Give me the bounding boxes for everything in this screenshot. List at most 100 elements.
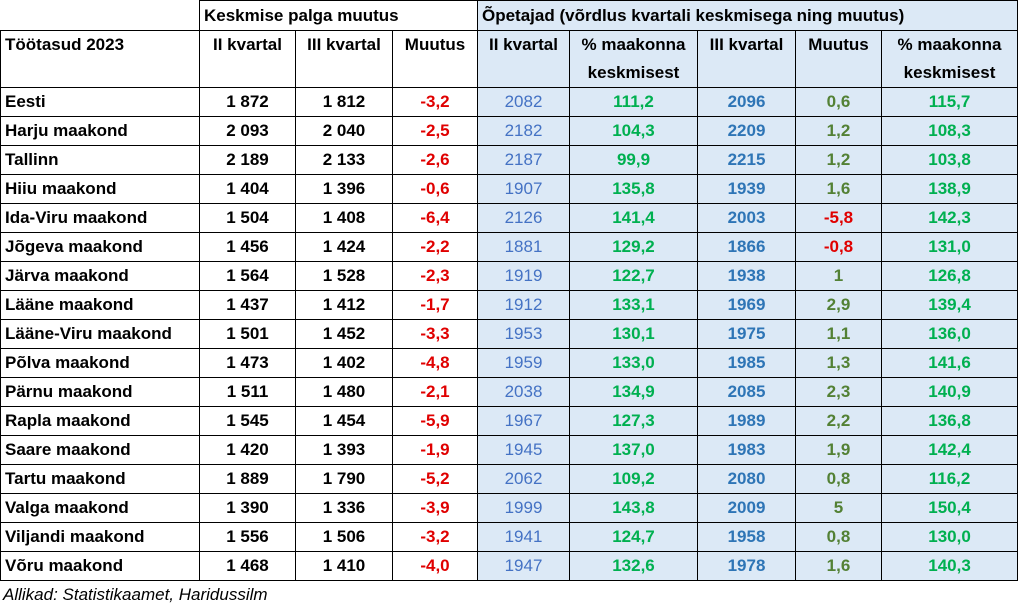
salary-q2-cell: 1 437 <box>199 290 296 320</box>
teacher-pct-q3-cell: 115,7 <box>880 87 1019 117</box>
salary-q2-cell: 2 189 <box>199 145 296 175</box>
teacher-q3-cell: 2080 <box>697 464 796 494</box>
salary-change-cell: -2,2 <box>392 232 478 262</box>
salary-change-cell: -2,6 <box>392 145 478 175</box>
salary-q3-cell: 1 424 <box>295 232 393 262</box>
salary-change-cell: -3,3 <box>392 319 478 349</box>
table-row: Lääne-Viru maakond 1 501 1 452 -3,3 1953 130,… <box>0 319 1019 349</box>
salary-q2-cell: 1 473 <box>199 348 296 378</box>
teacher-change-cell: 2,3 <box>795 377 882 407</box>
table-row: Valga maakond 1 390 1 336 -3,9 1999 143,8 2009… <box>0 493 1019 523</box>
teacher-q2-cell: 1907 <box>477 174 570 204</box>
teacher-pct-q3-cell: 142,3 <box>880 203 1019 233</box>
teacher-change-cell: 1,6 <box>795 174 882 204</box>
salary-q2-cell: 1 511 <box>199 377 296 407</box>
salary-change-cell: -2,5 <box>392 116 478 146</box>
teacher-pct-q3-cell: 108,3 <box>880 116 1019 146</box>
teacher-change-cell: 0,6 <box>795 87 882 117</box>
column-header-teacher-pct3: % maakonna <box>880 30 1019 59</box>
teacher-pct-q3-cell: 136,0 <box>880 319 1019 349</box>
salary-change-cell: -6,4 <box>392 203 478 233</box>
teacher-change-cell: 2,9 <box>795 290 882 320</box>
salary-q2-cell: 1 390 <box>199 493 296 523</box>
salary-q2-cell: 1 504 <box>199 203 296 233</box>
table-row: Tallinn 2 189 2 133 -2,6 2187 99,9 2215 1,2 103,… <box>0 145 1019 175</box>
teacher-pct-q2-cell: 109,2 <box>569 464 698 494</box>
teacher-change-cell: 0,8 <box>795 464 882 494</box>
region-name-cell: Tartu maakond <box>0 464 200 494</box>
column-header-teacher-pct2-line2: keskmisest <box>569 59 698 88</box>
salary-q3-cell: 1 402 <box>295 348 393 378</box>
salary-q3-cell: 1 336 <box>295 493 393 523</box>
teacher-q2-cell: 1999 <box>477 493 570 523</box>
source-note: Allikad: Statistikaamet, Haridussilm <box>3 585 268 604</box>
table-row: Ida-Viru maakond 1 504 1 408 -6,4 2126 141,4 2… <box>0 203 1019 233</box>
teacher-pct-q3-cell: 142,4 <box>880 435 1019 465</box>
teacher-pct-q3-cell: 103,8 <box>880 145 1019 175</box>
salary-q3-cell: 1 812 <box>295 87 393 117</box>
salary-q3-cell: 1 396 <box>295 174 393 204</box>
region-name-cell: Võru maakond <box>0 551 200 581</box>
teacher-pct-q2-cell: 135,8 <box>569 174 698 204</box>
teacher-q3-cell: 2209 <box>697 116 796 146</box>
teacher-q3-cell: 1939 <box>697 174 796 204</box>
region-name-cell: Pärnu maakond <box>0 377 200 407</box>
table-row: Võru maakond 1 468 1 410 -4,0 1947 132,6 1978 1… <box>0 551 1019 581</box>
salary-q2-cell: 1 872 <box>199 87 296 117</box>
salary-change-cell: -3,9 <box>392 493 478 523</box>
teacher-q3-cell: 1978 <box>697 551 796 581</box>
teacher-pct-q3-cell: 140,3 <box>880 551 1019 581</box>
salary-change-cell: -4,0 <box>392 551 478 581</box>
salary-q2-cell: 2 093 <box>199 116 296 146</box>
teacher-q2-cell: 1919 <box>477 261 570 291</box>
salary-change-cell: -1,9 <box>392 435 478 465</box>
table-row: Rapla maakond 1 545 1 454 -5,9 1967 127,3 1989… <box>0 406 1019 436</box>
salary-change-cell: -4,8 <box>392 348 478 378</box>
teacher-pct-q3-cell: 116,2 <box>880 464 1019 494</box>
salary-q2-cell: 1 456 <box>199 232 296 262</box>
teacher-q2-cell: 2038 <box>477 377 570 407</box>
region-name-cell: Rapla maakond <box>0 406 200 436</box>
teacher-q3-cell: 1985 <box>697 348 796 378</box>
salary-q2-cell: 1 545 <box>199 406 296 436</box>
region-name-cell: Hiiu maakond <box>0 174 200 204</box>
header-row-columns: Töötasud 2023 II kvartal III kvartal Muu… <box>0 30 1019 88</box>
column-header-q3: III kvartal <box>295 30 393 88</box>
teacher-q2-cell: 2082 <box>477 87 570 117</box>
column-header-teacher-pct2: % maakonna <box>569 30 698 59</box>
teacher-pct-q2-cell: 133,0 <box>569 348 698 378</box>
region-name-cell: Jõgeva maakond <box>0 232 200 262</box>
salary-q2-cell: 1 501 <box>199 319 296 349</box>
teacher-pct-q3-cell: 138,9 <box>880 174 1019 204</box>
teacher-change-cell: 2,2 <box>795 406 882 436</box>
salary-q2-cell: 1 420 <box>199 435 296 465</box>
header-empty-cell <box>1 1 200 31</box>
teacher-pct-q2-cell: 129,2 <box>569 232 698 262</box>
teacher-change-cell: 5 <box>795 493 882 523</box>
table-row: Lääne maakond 1 437 1 412 -1,7 1912 133,1 1969… <box>0 290 1019 320</box>
teacher-pct-q3-cell: 136,8 <box>880 406 1019 436</box>
salary-q3-cell: 1 412 <box>295 290 393 320</box>
salary-q3-cell: 1 528 <box>295 261 393 291</box>
teacher-q2-cell: 2062 <box>477 464 570 494</box>
table-row: Jõgeva maakond 1 456 1 424 -2,2 1881 129,2 186… <box>0 232 1019 262</box>
salary-q2-cell: 1 468 <box>199 551 296 581</box>
teacher-change-cell: 1,1 <box>795 319 882 349</box>
region-name-cell: Eesti <box>0 87 200 117</box>
table-row: Tartu maakond 1 889 1 790 -5,2 2062 109,2 2080… <box>0 464 1019 494</box>
salary-q3-cell: 1 452 <box>295 319 393 349</box>
teacher-q3-cell: 1989 <box>697 406 796 436</box>
salary-q3-cell: 2 040 <box>295 116 393 146</box>
teacher-pct-q2-cell: 122,7 <box>569 261 698 291</box>
teacher-q2-cell: 1947 <box>477 551 570 581</box>
column-header-teacher-q3: III kvartal <box>697 30 796 88</box>
teacher-pct-q2-cell: 133,1 <box>569 290 698 320</box>
region-name-cell: Lääne maakond <box>0 290 200 320</box>
teacher-pct-q2-cell: 132,6 <box>569 551 698 581</box>
table-row: Viljandi maakond 1 556 1 506 -3,2 1941 124,7 1… <box>0 522 1019 552</box>
teacher-change-cell: 1 <box>795 261 882 291</box>
header-row-groups: Keskmise palga muutus Õpetajad (võrdlus … <box>1 0 1019 31</box>
teacher-pct-q2-cell: 104,3 <box>569 116 698 146</box>
column-header-first: Töötasud 2023 <box>0 30 200 88</box>
teacher-q3-cell: 2003 <box>697 203 796 233</box>
